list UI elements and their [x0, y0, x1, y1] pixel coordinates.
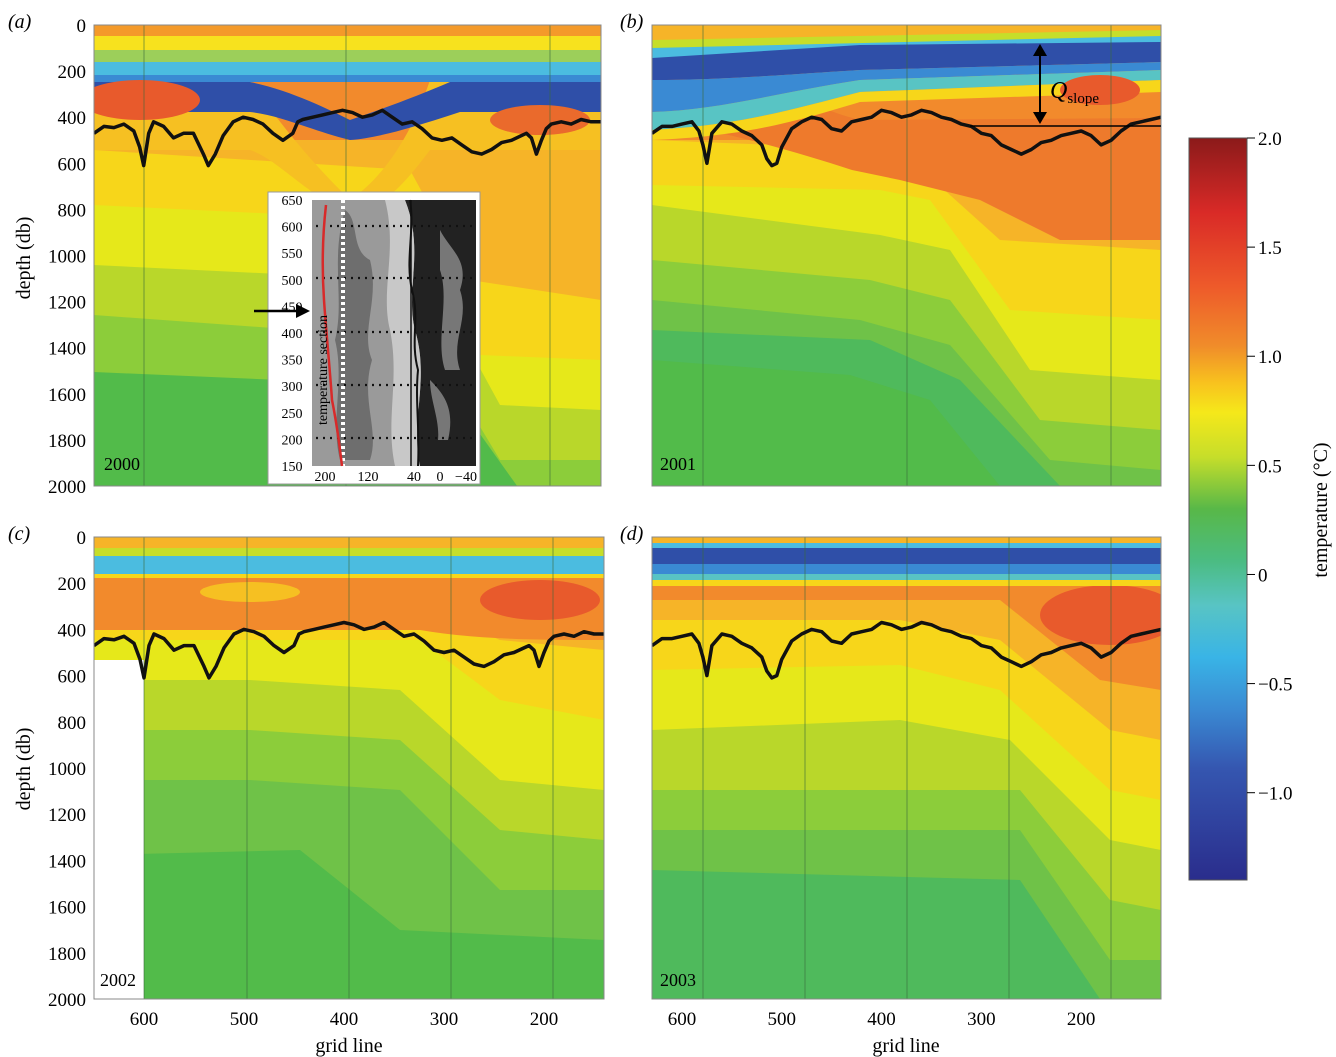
inset-x-tick-label: 120	[358, 470, 379, 485]
y-tick-label: 2000	[48, 990, 86, 1011]
y-tick-label: 2000	[48, 477, 86, 498]
y-tick-label: 800	[58, 200, 87, 221]
panel-b-interface-line	[652, 108, 1161, 168]
inset-x-tick-label: 40	[407, 470, 421, 485]
panel-b: (b) 2001 Qslope	[620, 11, 1162, 487]
panel-a-year: 2000	[104, 454, 140, 474]
x-tick-label: 500	[767, 1009, 796, 1030]
x-tick-label: 400	[867, 1009, 896, 1030]
inset-y-tick-label: 550	[282, 247, 303, 262]
y-tick-label: 800	[58, 713, 87, 734]
y-tick-label: 600	[58, 154, 87, 175]
colorbar-tick-label: 1.5	[1258, 238, 1282, 259]
panel-b-label: (b)	[620, 11, 644, 33]
y-tick-label: 400	[58, 620, 87, 641]
y-tick-label: 600	[58, 667, 87, 688]
q-slope-annotation: Qslope	[970, 44, 1161, 127]
panel-d-year: 2003	[660, 970, 696, 990]
inset-y-tick-label: 350	[282, 354, 303, 369]
panel-c: (c) 2002 0 200 400 600 800 1000 1200 1400 1600 18…	[8, 523, 605, 1057]
panel-d-interface-line	[652, 620, 1161, 680]
inset-y-tick-label: 150	[282, 460, 303, 475]
colorbar-tick-label: 0.5	[1258, 456, 1282, 477]
y-tick-label: 1800	[48, 944, 86, 965]
colorbar: 2.0 1.5 1.0 0.5 0 −0.5 −1.0 temperature (°C)	[1188, 129, 1332, 881]
colorbar-tick-label: 1.0	[1258, 347, 1282, 368]
inset-arrow	[254, 304, 310, 318]
panel-c-x-ticks: 600 500 400 300 200	[130, 1009, 559, 1030]
y-tick-label: 400	[58, 108, 87, 129]
panel-a-y-ticks: 0 200 400 600 800 1000 1200 1400 1600 1800 2000	[48, 16, 86, 498]
y-tick-label: 0	[77, 16, 87, 37]
x-tick-label: 400	[330, 1009, 359, 1030]
inset-x-tick-label: 0	[437, 470, 444, 485]
y-tick-label: 1200	[48, 293, 86, 314]
x-tick-label: 200	[530, 1009, 559, 1030]
panel-a-interface-line	[94, 108, 601, 168]
inset-x-tick-label: −40	[455, 470, 477, 485]
x-tick-label: 200	[1067, 1009, 1096, 1030]
colorbar-tick-label: −1.0	[1258, 784, 1292, 805]
y-tick-label: 1400	[48, 339, 86, 360]
panel-d-x-axis-label: grid line	[872, 1035, 939, 1057]
panel-c-y-axis-label: depth (db)	[13, 728, 35, 811]
inset-y-tick-label: 500	[282, 274, 303, 289]
inset-temperature-curve	[321, 204, 344, 467]
panel-a-label: (a)	[8, 11, 32, 33]
y-tick-label: 0	[77, 528, 87, 549]
panel-c-interface-line	[94, 620, 604, 680]
x-tick-label: 300	[967, 1009, 996, 1030]
panel-d-heatmap	[652, 537, 1161, 999]
inset-y-tick-label: 300	[282, 380, 303, 395]
panel-d-label: (d)	[620, 523, 644, 545]
panel-c-y-ticks: 0 200 400 600 800 1000 1200 1400 1600 1800 2000	[48, 528, 86, 1011]
y-tick-label: 1600	[48, 898, 86, 919]
inset-y-tick-label: 650	[282, 194, 303, 209]
inset-x-ticks: 200 120 40 0 −40	[315, 470, 477, 485]
colorbar-ticks: 2.0 1.5 1.0 0.5 0 −0.5 −1.0	[1247, 129, 1292, 805]
y-tick-label: 200	[58, 574, 87, 595]
y-tick-label: 1000	[48, 247, 86, 268]
inset-y-tick-label: 200	[282, 433, 303, 448]
inset-x-tick-label: 200	[315, 470, 336, 485]
x-tick-label: 500	[230, 1009, 259, 1030]
panel-b-year: 2001	[660, 454, 696, 474]
colorbar-tick-label: 2.0	[1258, 129, 1282, 150]
colorbar-tick-label: 0	[1258, 565, 1268, 586]
y-tick-label: 1600	[48, 385, 86, 406]
y-tick-label: 1000	[48, 759, 86, 780]
q-slope-label: Qslope	[1050, 78, 1099, 107]
x-tick-label: 600	[130, 1009, 159, 1030]
y-tick-label: 1200	[48, 805, 86, 826]
inset-section-label: temperature section	[316, 315, 331, 425]
colorbar-label: temperature (°C)	[1310, 442, 1332, 577]
panel-c-year: 2002	[100, 970, 136, 990]
x-tick-label: 600	[668, 1009, 697, 1030]
inset-y-tick-label: 600	[282, 221, 303, 236]
colorbar-tick-label: −0.5	[1258, 675, 1292, 696]
panel-c-label: (c)	[8, 523, 31, 545]
x-tick-label: 300	[430, 1009, 459, 1030]
inset-y-tick-label: 250	[282, 407, 303, 422]
y-tick-label: 200	[58, 62, 87, 83]
inset-y-tick-label: 400	[282, 327, 303, 342]
panel-d-x-ticks: 600 500 400 300 200	[668, 1009, 1096, 1030]
y-tick-label: 1400	[48, 851, 86, 872]
panel-c-x-axis-label: grid line	[315, 1035, 382, 1057]
panel-d: (d) 2003 600 500 400 300 200 grid line	[620, 523, 1162, 1057]
panel-a-y-axis-label: depth (db)	[13, 217, 35, 300]
y-tick-label: 1800	[48, 431, 86, 452]
panel-c-heatmap	[94, 537, 604, 999]
